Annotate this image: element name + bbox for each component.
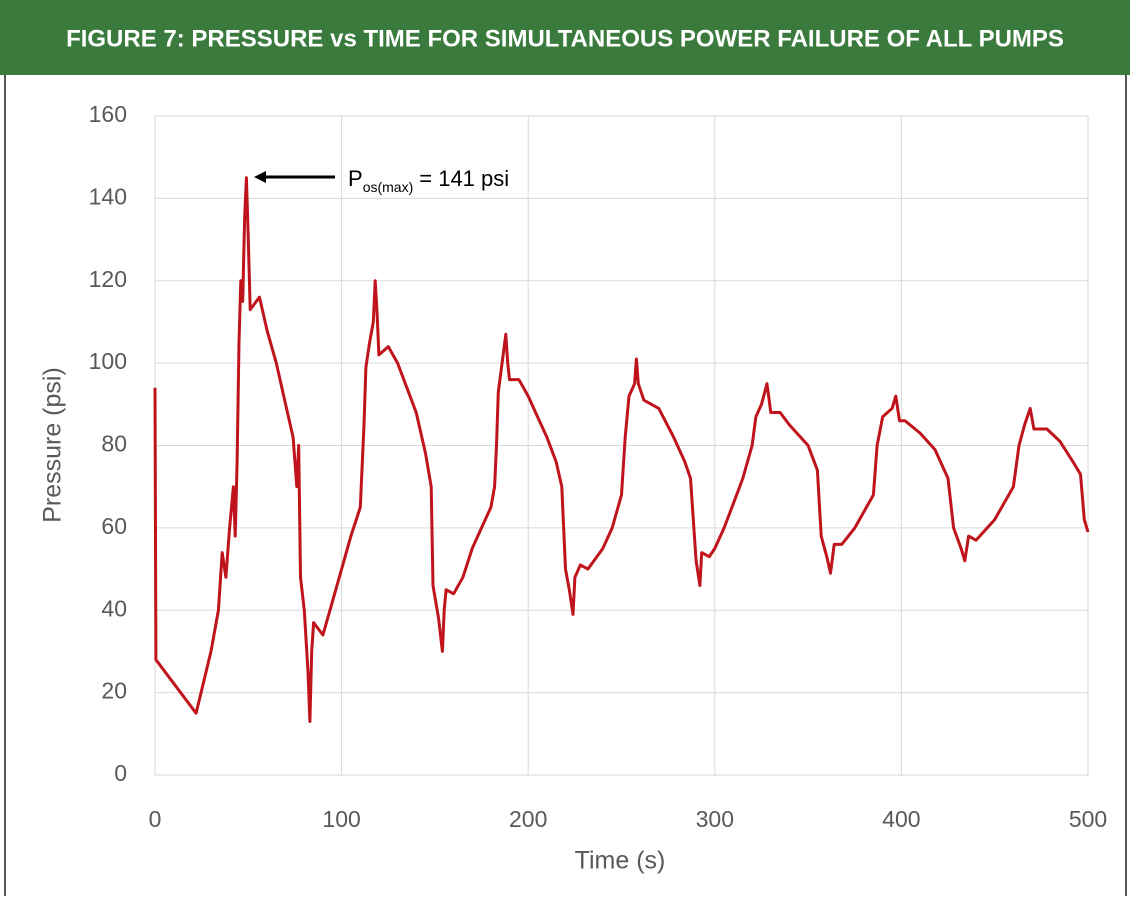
annotation-subscript: os(max) <box>363 179 414 195</box>
x-tick-label: 400 <box>882 806 920 832</box>
y-tick-label: 0 <box>114 760 127 786</box>
annotation-text: = 141 psi <box>419 166 509 191</box>
y-tick-label: 100 <box>89 348 127 374</box>
header-band <box>0 0 1130 75</box>
y-tick-label: 140 <box>89 183 127 209</box>
arrow-head <box>254 171 266 183</box>
x-tick-label: 200 <box>509 806 547 832</box>
annotation: Pos(max) = 141 psi <box>348 166 509 195</box>
x-tick-label: 0 <box>149 806 162 832</box>
y-tick-label: 160 <box>89 101 127 127</box>
chart-title: FIGURE 7: PRESSURE vs TIME FOR SIMULTANE… <box>66 25 1064 52</box>
y-tick-label: 20 <box>101 678 127 704</box>
y-tick-label: 80 <box>101 431 127 457</box>
y-tick-label: 40 <box>101 595 127 621</box>
x-tick-label: 300 <box>696 806 734 832</box>
x-axis-label: Time (s) <box>575 847 666 875</box>
x-tick-label: 500 <box>1069 806 1107 832</box>
y-tick-label: 120 <box>89 266 127 292</box>
line-series <box>153 176 1090 723</box>
y-tick-label: 60 <box>101 513 127 539</box>
x-tick-label: 100 <box>322 806 360 832</box>
y-axis-label: Pressure (psi) <box>39 367 67 523</box>
annotation-main: P <box>348 166 363 191</box>
